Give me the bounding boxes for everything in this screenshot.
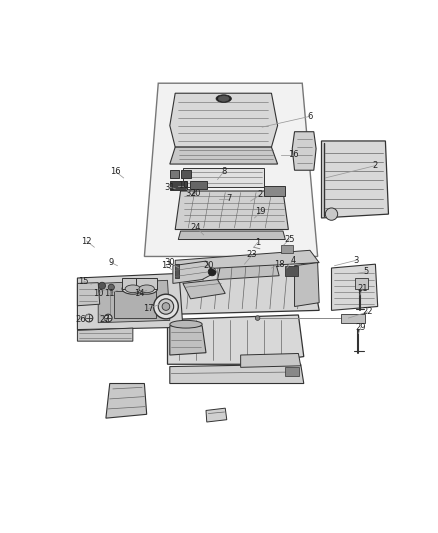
Ellipse shape — [218, 96, 229, 101]
Circle shape — [99, 282, 106, 289]
Bar — [282, 245, 293, 253]
Bar — [113, 291, 156, 318]
Polygon shape — [78, 273, 183, 329]
Polygon shape — [178, 231, 285, 239]
Text: 19: 19 — [255, 207, 266, 216]
Text: 8: 8 — [221, 167, 226, 176]
Bar — [170, 170, 179, 178]
Text: 18: 18 — [274, 260, 284, 269]
Text: 29: 29 — [356, 323, 366, 332]
Text: 30: 30 — [165, 258, 175, 267]
Polygon shape — [175, 191, 288, 230]
Bar — [285, 265, 298, 277]
Ellipse shape — [136, 284, 158, 294]
Text: 2: 2 — [257, 190, 262, 199]
Polygon shape — [218, 261, 279, 280]
Polygon shape — [78, 282, 100, 306]
Text: 17: 17 — [143, 304, 154, 313]
Text: 15: 15 — [78, 277, 89, 286]
Ellipse shape — [139, 285, 155, 293]
Polygon shape — [78, 328, 133, 341]
Ellipse shape — [122, 284, 144, 294]
Text: 20: 20 — [203, 261, 214, 270]
Bar — [170, 181, 187, 190]
Text: 12: 12 — [81, 237, 92, 246]
Text: 6: 6 — [307, 112, 313, 121]
Polygon shape — [292, 132, 316, 170]
Polygon shape — [170, 364, 304, 384]
Text: 9: 9 — [109, 258, 114, 267]
Text: 31: 31 — [165, 183, 175, 192]
Polygon shape — [170, 326, 206, 355]
Text: 4: 4 — [290, 256, 296, 265]
Circle shape — [104, 314, 112, 322]
Circle shape — [208, 268, 216, 276]
Bar — [285, 367, 299, 376]
Polygon shape — [206, 408, 227, 422]
Text: 13: 13 — [161, 261, 171, 270]
Bar — [355, 278, 368, 289]
Polygon shape — [294, 263, 319, 306]
Circle shape — [158, 299, 173, 314]
Text: 10: 10 — [178, 181, 188, 190]
Text: 1: 1 — [255, 238, 260, 247]
Text: 22: 22 — [362, 308, 373, 317]
Bar — [181, 170, 191, 178]
Text: 26: 26 — [75, 315, 86, 324]
Polygon shape — [321, 141, 389, 218]
Circle shape — [85, 314, 93, 322]
Ellipse shape — [216, 95, 231, 102]
Text: 32: 32 — [185, 189, 196, 198]
Text: 20: 20 — [191, 189, 201, 198]
Circle shape — [162, 303, 170, 310]
Bar — [264, 185, 285, 196]
Ellipse shape — [125, 285, 141, 293]
Polygon shape — [175, 260, 319, 314]
Text: 16: 16 — [110, 167, 121, 176]
Circle shape — [255, 316, 260, 320]
Text: 23: 23 — [247, 251, 258, 260]
Text: 21: 21 — [357, 284, 367, 293]
Ellipse shape — [170, 320, 202, 328]
Polygon shape — [183, 280, 225, 299]
Bar — [122, 278, 144, 289]
Text: 16: 16 — [288, 150, 298, 159]
Text: 10: 10 — [93, 289, 103, 298]
Bar — [136, 278, 158, 289]
Polygon shape — [167, 315, 304, 364]
Text: 2: 2 — [373, 161, 378, 170]
Polygon shape — [170, 93, 278, 147]
Text: 14: 14 — [134, 289, 144, 298]
Text: 25: 25 — [284, 235, 294, 244]
Polygon shape — [175, 251, 319, 270]
Polygon shape — [240, 353, 301, 367]
Text: 27: 27 — [100, 315, 110, 324]
Circle shape — [325, 208, 338, 220]
Polygon shape — [170, 147, 278, 164]
Bar — [190, 181, 207, 189]
Bar — [183, 168, 264, 187]
Circle shape — [154, 294, 178, 319]
Polygon shape — [332, 264, 378, 310]
Bar — [341, 314, 365, 324]
Text: 24: 24 — [191, 223, 201, 232]
Text: 11: 11 — [105, 289, 115, 298]
Circle shape — [108, 284, 114, 290]
Polygon shape — [145, 83, 318, 256]
Bar — [175, 264, 179, 278]
Text: 7: 7 — [226, 194, 232, 203]
Polygon shape — [106, 384, 147, 418]
Polygon shape — [98, 280, 170, 322]
Text: 5: 5 — [364, 268, 369, 276]
Polygon shape — [173, 261, 214, 284]
Text: 3: 3 — [353, 256, 359, 265]
